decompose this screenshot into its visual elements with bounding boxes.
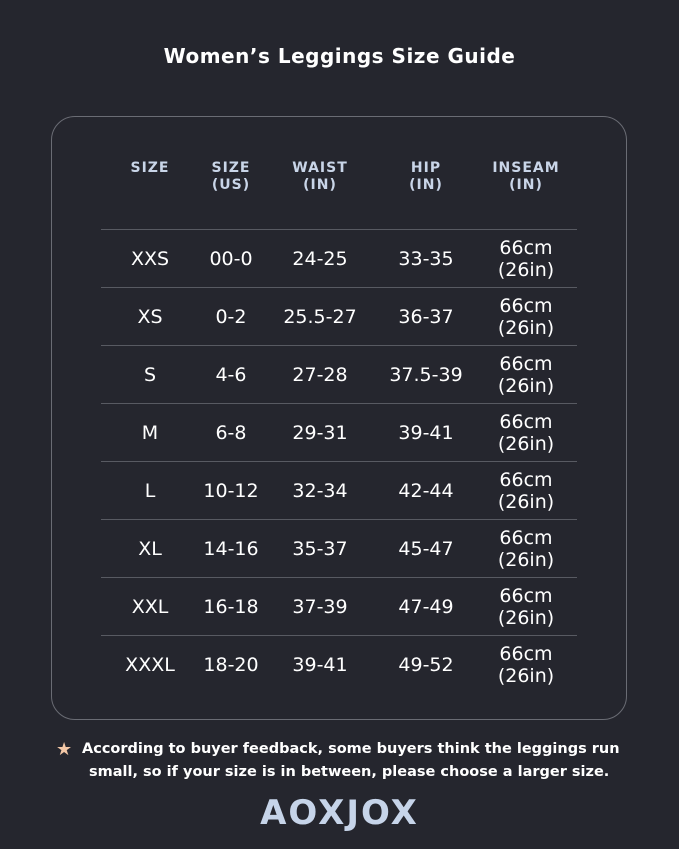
column-header: HIP (IN) xyxy=(377,160,475,194)
table-row: L 10-12 32-34 42-44 66cm (26in) xyxy=(101,461,577,519)
cell-waist: 29-31 xyxy=(292,421,348,444)
cell-inseam: 66cm (26in) xyxy=(475,295,577,339)
column-header: WAIST (IN) xyxy=(263,160,377,194)
table-row: XXXL 18-20 39-41 49-52 66cm (26in) xyxy=(101,635,577,693)
header-label: SIZE xyxy=(130,160,170,176)
page-title: Women’s Leggings Size Guide xyxy=(163,44,516,68)
cell-us: 6-8 xyxy=(215,421,247,444)
cell-inseam: 66cm (26in) xyxy=(475,353,577,397)
cell-size: L xyxy=(144,479,156,502)
cell-waist: 27-28 xyxy=(292,363,348,386)
cell-waist: 37-39 xyxy=(292,595,348,618)
cell-size: M xyxy=(141,421,159,444)
cell-hip: 45-47 xyxy=(398,537,454,560)
size-table: SIZE SIZE (US) WAIST (IN) HIP (IN) INSEAM (IN) X… xyxy=(101,160,577,693)
cell-inseam2: (26in) xyxy=(497,374,555,397)
cell-inseam: 66cm (26in) xyxy=(475,237,577,281)
cell-waist: 35-37 xyxy=(292,537,348,560)
header-label: WAIST xyxy=(292,160,348,176)
cell-size: XS xyxy=(137,305,163,328)
cell-size: XXXL xyxy=(125,653,175,676)
cell-hip: 37.5-39 xyxy=(389,363,463,386)
header-unit: (IN) xyxy=(409,177,443,193)
cell-inseam1: 66cm xyxy=(499,236,553,259)
size-table-frame xyxy=(51,116,627,720)
star-icon: ★ xyxy=(56,739,73,760)
header-label: HIP xyxy=(410,160,442,176)
cell-hip: 33-35 xyxy=(398,247,454,270)
cell-size: XXS xyxy=(130,247,170,270)
cell-us: 4-6 xyxy=(215,363,247,386)
column-header: SIZE xyxy=(101,160,199,177)
cell-inseam: 66cm (26in) xyxy=(475,527,577,571)
cell-hip: 47-49 xyxy=(398,595,454,618)
cell-inseam2: (26in) xyxy=(497,606,555,629)
cell-waist: 39-41 xyxy=(292,653,348,676)
cell-inseam1: 66cm xyxy=(499,410,553,433)
table-row: S 4-6 27-28 37.5-39 66cm (26in) xyxy=(101,345,577,403)
header-unit: (IN) xyxy=(303,177,337,193)
cell-inseam: 66cm (26in) xyxy=(475,585,577,629)
cell-inseam: 66cm (26in) xyxy=(475,643,577,687)
table-header: SIZE SIZE (US) WAIST (IN) HIP (IN) INSEAM (IN) xyxy=(101,160,577,229)
cell-us: 14-16 xyxy=(203,537,259,560)
column-header: INSEAM (IN) xyxy=(475,160,577,194)
note-line-2: small, so if your size is in between, pl… xyxy=(89,764,610,780)
cell-size: XL xyxy=(138,537,162,560)
header-label: SIZE xyxy=(211,160,251,176)
cell-inseam1: 66cm xyxy=(499,642,553,665)
cell-hip: 36-37 xyxy=(398,305,454,328)
cell-inseam1: 66cm xyxy=(499,294,553,317)
column-header: SIZE (US) xyxy=(199,160,263,194)
cell-size: S xyxy=(143,363,157,386)
cell-waist: 25.5-27 xyxy=(283,305,357,328)
table-row: XS 0-2 25.5-27 36-37 66cm (26in) xyxy=(101,287,577,345)
header-label: INSEAM xyxy=(492,160,560,176)
cell-us: 00-0 xyxy=(209,247,253,270)
cell-us: 0-2 xyxy=(215,305,247,328)
cell-inseam2: (26in) xyxy=(497,490,555,513)
cell-inseam2: (26in) xyxy=(497,316,555,339)
cell-inseam2: (26in) xyxy=(497,258,555,281)
cell-inseam1: 66cm xyxy=(499,352,553,375)
cell-us: 10-12 xyxy=(203,479,259,502)
cell-hip: 49-52 xyxy=(398,653,454,676)
cell-inseam: 66cm (26in) xyxy=(475,411,577,455)
cell-inseam1: 66cm xyxy=(499,584,553,607)
cell-inseam1: 66cm xyxy=(499,468,553,491)
table-row: M 6-8 29-31 39-41 66cm (26in) xyxy=(101,403,577,461)
cell-size: XXL xyxy=(131,595,169,618)
cell-inseam2: (26in) xyxy=(497,432,555,455)
cell-hip: 39-41 xyxy=(398,421,454,444)
cell-inseam2: (26in) xyxy=(497,548,555,571)
table-row: XL 14-16 35-37 45-47 66cm (26in) xyxy=(101,519,577,577)
table-row: XXL 16-18 37-39 47-49 66cm (26in) xyxy=(101,577,577,635)
brand-logo: AOXJOX xyxy=(260,793,419,833)
cell-inseam: 66cm (26in) xyxy=(475,469,577,513)
cell-us: 16-18 xyxy=(203,595,259,618)
cell-hip: 42-44 xyxy=(398,479,454,502)
cell-inseam2: (26in) xyxy=(497,664,555,687)
cell-waist: 32-34 xyxy=(292,479,348,502)
cell-inseam1: 66cm xyxy=(499,526,553,549)
note-line-1: According to buyer feedback, some buyers… xyxy=(82,741,620,757)
header-unit: (US) xyxy=(211,177,251,193)
cell-us: 18-20 xyxy=(203,653,259,676)
header-unit: (IN) xyxy=(509,177,543,193)
cell-waist: 24-25 xyxy=(292,247,348,270)
table-row: XXS 00-0 24-25 33-35 66cm (26in) xyxy=(101,229,577,287)
